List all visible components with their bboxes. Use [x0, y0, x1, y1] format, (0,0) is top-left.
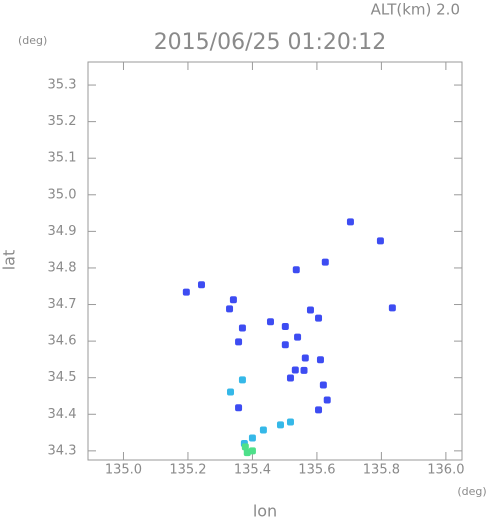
y-tick-label: 34.3: [48, 443, 77, 458]
echo-point: [226, 305, 234, 313]
x-tick-label: 135.6: [298, 463, 335, 478]
y-tick-label: 34.4: [48, 407, 77, 422]
echo-point: [266, 318, 274, 326]
echo-point: [292, 266, 300, 274]
echo-point: [291, 366, 299, 374]
x-tick-label: 135.0: [105, 463, 142, 478]
echo-point: [300, 366, 308, 374]
echo-point: [248, 447, 256, 455]
echo-point: [388, 304, 396, 312]
echo-point: [235, 338, 243, 346]
echo-point: [227, 388, 235, 396]
echo-point: [248, 434, 256, 442]
echo-point: [241, 443, 249, 451]
echo-point: [276, 421, 284, 429]
y-tick-label: 35.2: [48, 114, 77, 129]
altitude-label: ALT(km) 2.0: [371, 1, 460, 19]
x-tick-label: 135.2: [169, 463, 206, 478]
y-tick-label: 34.6: [48, 334, 77, 349]
plot-frame: [87, 61, 463, 461]
x-tick-label: 135.4: [234, 463, 271, 478]
y-tick-label: 34.5: [48, 370, 77, 385]
echo-point: [316, 356, 324, 364]
echo-point: [182, 288, 190, 296]
y-tick-label: 34.7: [48, 297, 77, 312]
y-tick-label: 34.8: [48, 260, 77, 275]
y-axis-label: lat: [0, 250, 19, 271]
echo-point: [281, 322, 289, 330]
echo-point: [259, 426, 267, 434]
x-tick-label: 136.0: [427, 463, 464, 478]
echo-point: [238, 376, 246, 384]
x-tick-label: 135.8: [363, 463, 400, 478]
echo-point: [286, 418, 294, 426]
x-axis-label: lon: [253, 502, 277, 521]
echo-point: [323, 396, 331, 404]
y-tick-label: 35.1: [48, 151, 77, 166]
echo-point: [315, 406, 323, 414]
echo-point: [229, 296, 237, 304]
echo-point: [306, 306, 314, 314]
echo-point: [315, 314, 323, 322]
y-tick-label: 35.3: [48, 78, 77, 93]
y-tick-label: 34.9: [48, 224, 77, 239]
echo-point: [321, 258, 329, 266]
echo-point: [197, 281, 205, 289]
echo-point: [286, 374, 294, 382]
echo-point: [235, 404, 243, 412]
y-tick-label: 35.0: [48, 187, 77, 202]
echo-point: [281, 341, 289, 349]
x-unit: (deg): [457, 485, 486, 498]
echo-point: [319, 381, 327, 389]
chart-title: 2015/06/25 01:20:12: [154, 30, 387, 55]
echo-point: [346, 218, 354, 226]
echo-point: [301, 354, 309, 362]
y-unit: (deg): [18, 34, 47, 47]
echo-point: [238, 324, 246, 332]
echo-point: [376, 237, 384, 245]
echo-point: [294, 333, 302, 341]
